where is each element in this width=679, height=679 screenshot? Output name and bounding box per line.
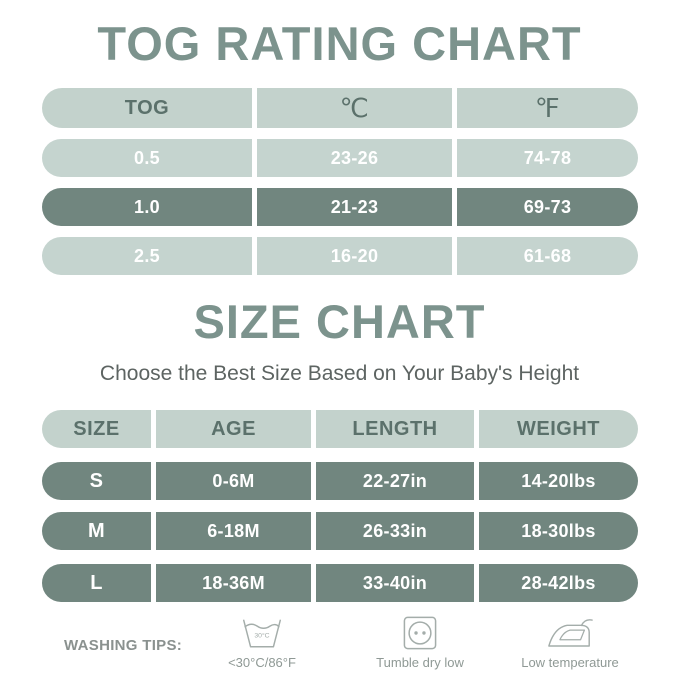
tog-value-cell: 1.0 xyxy=(42,188,252,226)
iron-low-icon xyxy=(495,613,645,650)
washing-tips-label: WASHING TIPS: xyxy=(64,637,183,654)
weight-header-cell: WEIGHT xyxy=(479,410,638,448)
celsius-value-cell: 16-20 xyxy=(257,237,452,275)
size-row-m: M 6-18M 26-33in 18-30lbs xyxy=(42,512,638,550)
tog-row-2-5: 2.5 16-20 61-68 xyxy=(42,237,638,275)
age-header-cell: AGE xyxy=(156,410,311,448)
length-value-cell: 33-40in xyxy=(316,564,474,602)
tog-row-1-0-highlighted: 1.0 21-23 69-73 xyxy=(42,188,638,226)
fahrenheit-value-cell: 61-68 xyxy=(457,237,638,275)
tumble-dry-caption: Tumble dry low xyxy=(376,655,464,670)
length-value-cell: 22-27in xyxy=(316,462,474,500)
size-row-s: S 0-6M 22-27in 14-20lbs xyxy=(42,462,638,500)
celsius-value-cell: 21-23 xyxy=(257,188,452,226)
tog-row-0-5: 0.5 23-26 74-78 xyxy=(42,139,638,177)
size-table-header-row: SIZE AGE LENGTH WEIGHT xyxy=(42,410,638,448)
size-header-cell: SIZE xyxy=(42,410,151,448)
tog-value-cell: 0.5 xyxy=(42,139,252,177)
washing-tip-wash: 30°C <30°C/86°F xyxy=(187,613,337,670)
fahrenheit-header-cell: ℉ xyxy=(457,88,638,128)
weight-value-cell: 28-42lbs xyxy=(479,564,638,602)
celsius-header-cell: ℃ xyxy=(257,88,452,128)
size-chart-title: SIZE CHART xyxy=(193,295,486,348)
tumble-dry-icon xyxy=(345,613,495,650)
wash-caption: <30°C/86°F xyxy=(228,655,296,670)
size-value-cell: L xyxy=(42,564,151,602)
age-value-cell: 0-6M xyxy=(156,462,311,500)
weight-value-cell: 14-20lbs xyxy=(479,462,638,500)
tog-chart-title: TOG RATING CHART xyxy=(97,17,582,70)
fahrenheit-value-cell: 69-73 xyxy=(457,188,638,226)
size-row-l: L 18-36M 33-40in 28-42lbs xyxy=(42,564,638,602)
celsius-value-cell: 23-26 xyxy=(257,139,452,177)
size-chart-table: SIZE AGE LENGTH WEIGHT S 0-6M 22-27in 14… xyxy=(42,410,638,602)
fahrenheit-value-cell: 74-78 xyxy=(457,139,638,177)
tog-header-cell: TOG xyxy=(42,88,252,128)
size-chart-subtitle: Choose the Best Size Based on Your Baby'… xyxy=(99,362,580,385)
tog-table-header-row: TOG ℃ ℉ xyxy=(42,88,638,128)
age-value-cell: 6-18M xyxy=(156,512,311,550)
age-value-cell: 18-36M xyxy=(156,564,311,602)
length-header-cell: LENGTH xyxy=(316,410,474,448)
weight-value-cell: 18-30lbs xyxy=(479,512,638,550)
tog-value-cell: 2.5 xyxy=(42,237,252,275)
wash-30c-icon: 30°C xyxy=(187,613,337,650)
wash-temp-text: 30°C xyxy=(254,632,269,640)
iron-caption: Low temperature xyxy=(521,655,619,670)
size-value-cell: S xyxy=(42,462,151,500)
tog-rating-table: TOG ℃ ℉ 0.5 23-26 74-78 1.0 21-23 69-73 … xyxy=(42,88,638,275)
length-value-cell: 26-33in xyxy=(316,512,474,550)
washing-tip-tumble-dry: Tumble dry low xyxy=(345,613,495,670)
size-value-cell: M xyxy=(42,512,151,550)
washing-tip-iron: Low temperature xyxy=(495,613,645,670)
